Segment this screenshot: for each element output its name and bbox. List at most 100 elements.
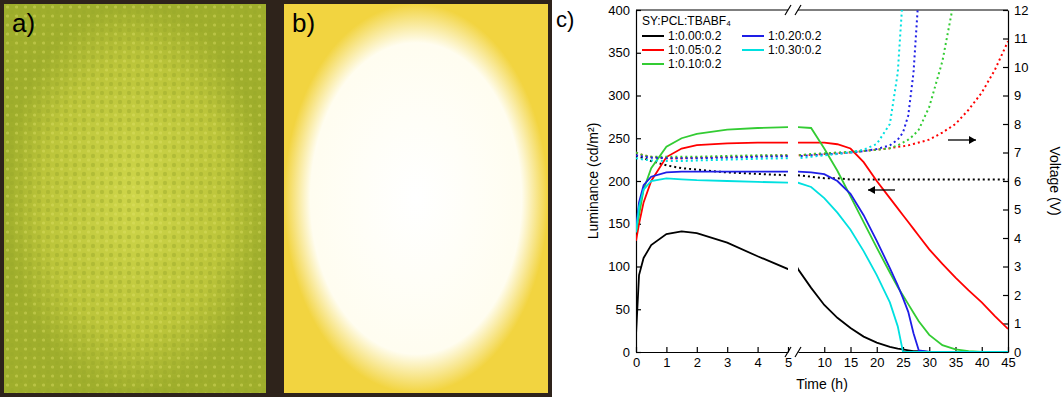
tick-label: 300 — [608, 88, 630, 103]
tick-mark — [850, 347, 851, 352]
axis-break — [785, 5, 791, 15]
luminance-line — [636, 143, 788, 329]
axis-line — [799, 352, 1009, 353]
tick-label: 250 — [608, 131, 630, 146]
tick-mark — [1003, 152, 1008, 153]
luminance-line — [798, 178, 1008, 352]
photo-panels: a)b) — [0, 0, 552, 397]
tick-label: 25 — [896, 355, 910, 370]
tick-label: 7 — [1014, 145, 1021, 160]
panel-label: b) — [292, 8, 315, 38]
tick-label: 150 — [608, 216, 630, 231]
tick-mark — [1003, 95, 1008, 96]
tick-label: 11 — [1014, 31, 1028, 46]
luminance-line — [636, 178, 788, 352]
tick-label: 0 — [633, 355, 640, 370]
tick: 9 — [1003, 88, 1021, 103]
tick-label: 8 — [1014, 117, 1021, 132]
legend-entry: 1:0.20:0.2 — [768, 29, 822, 43]
tick: 3 — [724, 347, 731, 370]
tick-label: 0 — [1014, 345, 1021, 360]
tick-mark — [877, 347, 878, 352]
axis-break — [785, 347, 791, 357]
tick-mark — [697, 347, 698, 352]
y-axis: 0 50 100 150 200 250 300 350 400 — [608, 3, 641, 360]
figure: a)b)012345101520253035404505010015020025… — [0, 0, 1062, 397]
tick-label: 2 — [1014, 288, 1021, 303]
axis-break — [795, 347, 801, 357]
legend-entry: 1:0.05:0.2 — [668, 43, 722, 57]
tick: 350 — [608, 45, 641, 60]
tick: 6 — [1003, 174, 1021, 189]
tick: 2 — [694, 347, 701, 370]
x-axis-left: 012345 — [633, 347, 792, 370]
tick-label: 0 — [623, 345, 630, 360]
luminance-line — [798, 127, 1008, 352]
tick-label: 10 — [1014, 60, 1028, 75]
y2-axis-title: Voltage (V) — [1047, 146, 1062, 215]
tick-label: 40 — [975, 355, 989, 370]
tick-label: 1 — [663, 355, 670, 370]
photo — [4, 4, 266, 393]
tick-label: 9 — [1014, 88, 1021, 103]
tick: 7 — [1003, 145, 1021, 160]
tick-label: 3 — [1014, 259, 1021, 274]
luminance-line — [798, 143, 1008, 329]
tick: 11 — [1003, 31, 1028, 46]
tick-label: 1 — [1014, 316, 1021, 331]
tick-label: 400 — [608, 3, 630, 18]
tick-mark — [824, 347, 825, 352]
tick-mark — [636, 352, 641, 353]
tick-label: 15 — [844, 355, 858, 370]
axis-line — [637, 352, 789, 353]
legend-entry: 1:0.00:0.2 — [668, 29, 722, 43]
tick-label: 12 — [1014, 3, 1028, 18]
tick: 1 — [663, 347, 670, 370]
tick-label: 2 — [694, 355, 701, 370]
tick: 8 — [1003, 117, 1021, 132]
x-axis-title: Time (h) — [796, 376, 848, 392]
photo — [4, 4, 266, 393]
tick-mark — [1003, 124, 1008, 125]
tick-label: 200 — [608, 174, 630, 189]
tick: 300 — [608, 88, 641, 103]
tick-mark — [1003, 238, 1008, 239]
tick: 15 — [844, 347, 858, 370]
tick-mark — [666, 347, 667, 352]
tick-label: 100 — [608, 259, 630, 274]
tick: 5 — [1003, 202, 1021, 217]
legend-entry: 1:0.10:0.2 — [668, 57, 722, 71]
tick: 2 — [1003, 288, 1021, 303]
photo-background — [0, 0, 552, 397]
tick-mark — [636, 181, 641, 182]
tick-mark — [757, 347, 758, 352]
y2-axis: 0123456789101112 — [1003, 3, 1028, 360]
tick: 20 — [870, 347, 884, 370]
legend-title: SY:PCL:TBABF₄ — [642, 14, 731, 28]
legend-swatch — [642, 35, 664, 37]
tick-label: 5 — [1014, 202, 1021, 217]
arrow-head — [969, 136, 976, 144]
voltage-line — [636, 10, 788, 161]
tick: 100 — [608, 259, 641, 274]
legend-swatch — [742, 49, 764, 51]
legend: SY:PCL:TBABF₄1:0.00:0.21:0.05:0.21:0.10:… — [642, 14, 822, 71]
tick-mark — [1003, 181, 1008, 182]
tick-mark — [636, 138, 641, 139]
tick-label: 50 — [616, 302, 630, 317]
tick: 0 — [623, 345, 641, 360]
luminance-line — [798, 172, 1008, 352]
luminance-line — [636, 231, 788, 352]
tick: 0 — [1003, 345, 1021, 360]
tick: 10 — [1003, 60, 1028, 75]
voltage-line — [636, 10, 788, 157]
tick-mark — [1003, 38, 1008, 39]
tick-label: 20 — [870, 355, 884, 370]
axis-break — [795, 5, 801, 15]
tick: 40 — [975, 347, 989, 370]
tick-mark — [1003, 352, 1008, 353]
tick-mark — [1003, 209, 1008, 210]
tick-mark — [636, 53, 641, 54]
legend-entry: 1:0.30:0.2 — [768, 43, 822, 57]
legend-swatch — [742, 35, 764, 37]
